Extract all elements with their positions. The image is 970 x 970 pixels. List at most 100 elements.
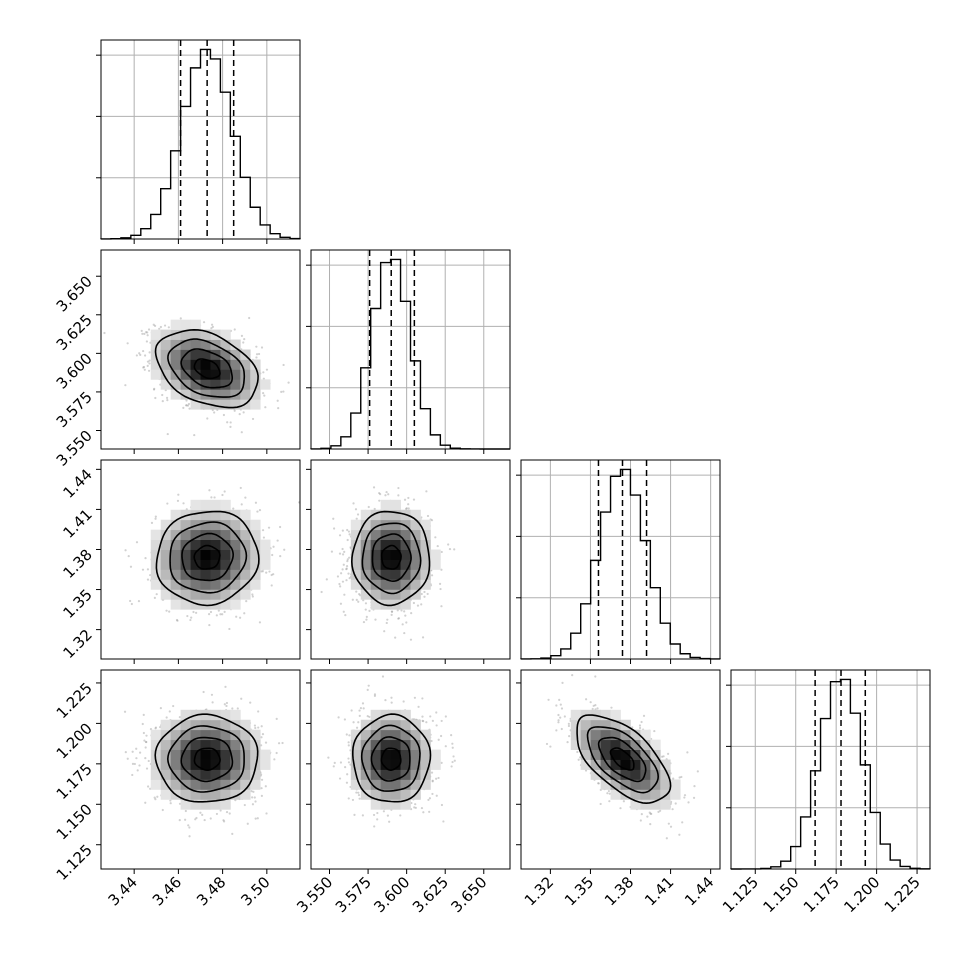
density-cell: [210, 539, 221, 550]
scatter-point: [209, 610, 213, 614]
scatter-point: [184, 809, 187, 813]
density-cell: [250, 519, 261, 531]
density-cell: [200, 729, 211, 741]
scatter-point: [451, 746, 454, 749]
scatter-point: [188, 826, 191, 829]
density-cell: [390, 519, 401, 531]
scatter-point: [339, 602, 343, 605]
scatter-point: [150, 521, 154, 524]
scatter-point: [146, 568, 150, 571]
density-cell: [400, 779, 411, 790]
scatter-point: [213, 411, 216, 414]
scatter-point: [345, 565, 349, 568]
density-cell: [180, 739, 191, 750]
scatter-point: [159, 325, 162, 329]
density-cell: [220, 499, 231, 511]
density-cell: [220, 779, 231, 790]
scatter-point: [141, 722, 144, 726]
density-cell: [370, 569, 382, 580]
scatter-point: [597, 782, 600, 785]
scatter-point: [567, 724, 571, 728]
density-cell: [160, 719, 172, 731]
scatter-point: [351, 798, 355, 802]
x-tick-label-4: 1.125: [719, 873, 762, 916]
density-cell: [400, 569, 411, 580]
scatter-point: [451, 742, 454, 745]
scatter-point: [639, 819, 642, 822]
scatter-point: [126, 757, 129, 760]
scatter-point: [194, 818, 197, 821]
scatter-point: [559, 703, 562, 706]
x-tick-label-3: 1.41: [641, 873, 677, 909]
x-tick-label-2: 3.650: [448, 873, 491, 916]
panel-content: [123, 685, 284, 838]
density-cell: [250, 529, 261, 540]
scatter-point: [253, 724, 257, 727]
density-cell: [200, 359, 211, 370]
scatter-point: [385, 621, 388, 625]
density-cell: [190, 599, 201, 610]
density-cell: [240, 719, 251, 731]
scatter-point: [440, 568, 443, 571]
scatter-point: [240, 503, 243, 506]
density-cell: [250, 359, 261, 370]
scatter-point: [145, 740, 148, 744]
scatter-point: [207, 613, 211, 616]
scatter-point: [339, 585, 342, 588]
density-cell: [360, 559, 372, 570]
density-cell: [430, 549, 441, 560]
scatter-point: [243, 338, 246, 341]
density-cell: [180, 389, 191, 400]
density-cell: [200, 519, 211, 531]
scatter-point: [161, 400, 164, 403]
scatter-point: [555, 704, 558, 707]
density-cell: [370, 759, 382, 770]
scatter-point: [642, 714, 646, 717]
density-cell: [230, 589, 241, 600]
scatter-point: [338, 777, 342, 780]
density-cell: [190, 559, 201, 570]
scatter-point: [407, 496, 410, 500]
scatter-point: [414, 803, 417, 806]
scatter-point: [154, 726, 158, 729]
scatter-point: [435, 794, 438, 797]
density-cell: [220, 359, 231, 370]
y-tick-label-2: 3.600: [53, 349, 96, 392]
density-cell: [210, 549, 221, 560]
scatter-point: [566, 741, 569, 744]
scatter-point: [366, 688, 369, 691]
histogram-panel-1: [96, 39, 301, 240]
scatter-point: [154, 517, 157, 520]
density-cell: [650, 739, 661, 750]
scatter-point: [646, 815, 649, 818]
scatter-point: [142, 713, 145, 716]
scatter-point: [361, 702, 365, 705]
scatter-point: [276, 539, 279, 542]
density-cell: [220, 329, 231, 340]
scatter-point: [431, 719, 434, 722]
panel-content: [124, 486, 300, 631]
density-cell: [370, 789, 382, 800]
density-cell: [220, 369, 231, 380]
density-cell: [220, 789, 231, 800]
density-cell: [230, 729, 241, 741]
scatter-point: [421, 715, 424, 718]
scatter-point: [195, 611, 198, 614]
contour-level-1: [609, 747, 635, 771]
density-cell: [430, 749, 441, 760]
density-cell: [210, 779, 221, 790]
density-cell: [390, 759, 401, 770]
contour-level-1: [380, 747, 402, 771]
scatter-point: [430, 771, 434, 774]
density-cell: [630, 769, 641, 780]
density-cell: [410, 729, 421, 741]
contour-level-2: [180, 736, 234, 783]
density-cell: [220, 379, 231, 390]
contour-level-2: [180, 348, 233, 389]
density-cell: [630, 759, 641, 770]
density-cell: [600, 709, 611, 721]
scatter-point: [425, 721, 428, 724]
density-cell: [200, 769, 211, 780]
scatter-point: [186, 614, 189, 618]
scatter-point: [402, 700, 405, 703]
